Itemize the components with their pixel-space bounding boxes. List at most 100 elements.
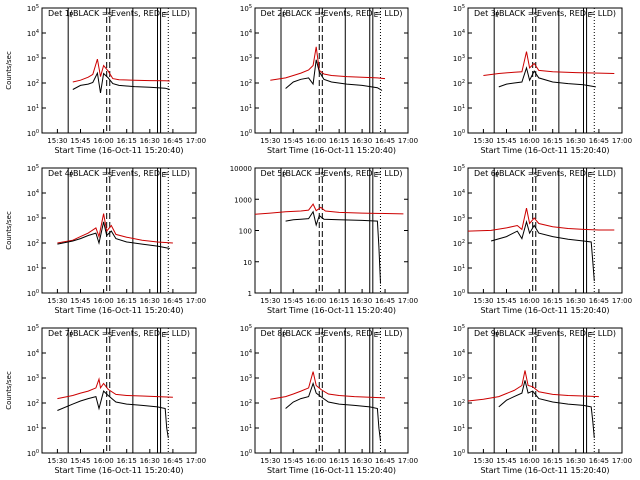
chart-6-series-2 [490,220,595,282]
chart-9-ytick-label-4: 103 [453,374,465,383]
chart-2-title: Det 2(BLACK = Events, RED = LLD) [261,9,403,18]
chart-3-ytick-label-2: 101 [453,104,465,113]
chart-3-frame [467,7,623,134]
chart-8-xtick-label-2: 15:45 [283,457,303,465]
chart-3-xtick-label-4: 16:15 [543,137,563,145]
chart-4-marker-3: E [162,171,166,179]
chart-4-marker-1: P [69,171,73,179]
chart-3-ytick-label-1: 100 [453,129,465,138]
chart-1-xtick-label-5: 16:30 [140,137,160,145]
chart-2-panel: P S E 100 101 102 103 104 105 15:30 15:45 16:00 16:1… [240,4,418,155]
chart-7-xtick-label-5: 16:30 [140,457,160,465]
chart-4-xtick-label-4: 16:15 [117,297,137,305]
chart-3-series-2 [498,66,596,88]
chart-1-xtick-label-6: 16:45 [163,137,183,145]
chart-2-ytick-label-1: 100 [240,129,252,138]
chart-4-series-1 [57,213,173,244]
chart-4-xtick-label-7: 17:00 [186,297,206,305]
chart-4-ylabel: Counts/sec [5,211,13,250]
chart-7-xtick-label-6: 16:45 [163,457,183,465]
chart-4-ytick-label-3: 102 [27,239,39,248]
chart-2-ytick-label-4: 103 [240,54,252,63]
chart-4-xtick-label-5: 16:30 [140,297,160,305]
chart-1-xtick-label-3: 16:00 [94,137,114,145]
chart-5-marker-2: S [320,171,325,179]
chart-8-xtick-label-3: 16:00 [306,457,326,465]
chart-6-ytick-label-4: 103 [453,214,465,223]
chart-6-marker-1: P [495,171,499,179]
chart-7-ytick-label-3: 102 [27,399,39,408]
chart-5-ytick-label-3: 100 [239,228,252,236]
chart-1-ylabel: Counts/sec [5,51,13,90]
chart-1-xtick-label-4: 16:15 [117,137,137,145]
chart-5-series-1 [254,203,404,215]
chart-3-xtick-label-6: 16:45 [589,137,609,145]
chart-5-ytick-label-2: 10 [243,259,252,267]
chart-8-panel: P S E 100 101 102 103 104 105 15:30 15:45 16:00 16:1… [240,324,418,475]
chart-3-xtick-label-2: 15:45 [496,137,516,145]
chart-2-xtick-label-5: 16:30 [352,137,372,145]
chart-9-xtick-label-6: 16:45 [589,457,609,465]
chart-4-ytick-label-1: 100 [27,289,39,298]
chart-6-panel: P S E 100 101 102 103 104 105 15:30 15:45 16:00 16:1… [453,164,632,315]
chart-4-xtick-label-3: 16:00 [94,297,114,305]
chart-9-ytick-label-3: 102 [453,399,465,408]
chart-3-xtick-label-1: 15:30 [473,137,493,145]
chart-3-marker-2: S [534,11,539,19]
chart-1-frame [41,7,197,134]
chart-3-ytick-label-4: 103 [453,54,465,63]
chart-7-marker-3: E [162,331,166,339]
chart-5-title: Det 5(BLACK = Events, RED = LLD) [261,169,403,178]
chart-4-xlabel: Start Time (16-Oct-11 15:20:40) [54,306,183,315]
chart-6-xlabel: Start Time (16-Oct-11 15:20:40) [480,306,609,315]
chart-6-marker-2: S [534,171,539,179]
chart-3-xtick-label-7: 17:00 [612,137,632,145]
chart-9-marker-1: P [495,331,499,339]
chart-3-marker-1: P [495,11,499,19]
chart-7-xtick-label-7: 17:00 [186,457,206,465]
chart-7-xlabel: Start Time (16-Oct-11 15:20:40) [54,466,183,475]
chart-4-xtick-label-1: 15:30 [47,297,67,305]
chart-5-xtick-label-6: 16:45 [375,297,395,305]
chart-6-xtick-label-1: 15:30 [473,297,493,305]
chart-6-xtick-label-5: 16:30 [566,297,586,305]
chart-6-xtick-label-2: 15:45 [496,297,516,305]
chart-4-ytick-label-5: 104 [27,189,39,198]
chart-4-title: Det 4(BLACK = Events, RED = LLD) [48,169,190,178]
chart-8-title: Det 8(BLACK = Events, RED = LLD) [261,329,403,338]
chart-6-ytick-label-2: 101 [453,264,465,273]
chart-2-xtick-label-2: 15:45 [283,137,303,145]
chart-1-ytick-label-6: 105 [27,4,39,13]
chart-3-xtick-label-5: 16:30 [566,137,586,145]
chart-6-title: Det 6(BLACK = Events, RED = LLD) [474,169,616,178]
chart-2-xtick-label-1: 15:30 [260,137,280,145]
chart-8-ytick-label-6: 105 [240,324,252,333]
chart-1-ytick-label-3: 102 [27,79,39,88]
chart-8-series-2 [285,381,381,442]
chart-8-xtick-label-4: 16:15 [329,457,349,465]
chart-8-xlabel: Start Time (16-Oct-11 15:20:40) [267,466,396,475]
chart-3-ytick-label-3: 102 [453,79,465,88]
chart-9-xtick-label-3: 16:00 [520,457,540,465]
chart-3-ytick-label-5: 104 [453,29,465,38]
chart-7-xtick-label-2: 15:45 [70,457,90,465]
chart-2-series-2 [285,59,383,91]
chart-3-panel: P S E 100 101 102 103 104 105 15:30 15:45 16:00 16:1… [453,4,632,155]
chart-7-ytick-label-2: 101 [27,424,39,433]
chart-7-ytick-label-1: 100 [27,449,39,458]
chart-4-xtick-label-2: 15:45 [70,297,90,305]
chart-9-series-2 [498,380,595,438]
chart-7-marker-2: S [108,331,113,339]
chart-7-xtick-label-3: 16:00 [94,457,114,465]
chart-1-ytick-label-1: 100 [27,129,39,138]
chart-7-panel: P S E 100 101 102 103 104 105 15:30 15:45 16:00 16:1… [5,324,206,475]
chart-5-ytick-label-1: 1 [248,290,252,298]
chart-8-xtick-label-7: 17:00 [398,457,418,465]
chart-9-xlabel: Start Time (16-Oct-11 15:20:40) [480,466,609,475]
chart-5-xtick-label-3: 16:00 [306,297,326,305]
chart-9-xtick-label-2: 15:45 [496,457,516,465]
chart-6-xtick-label-7: 17:00 [612,297,632,305]
chart-2-xtick-label-6: 16:45 [375,137,395,145]
chart-2-xlabel: Start Time (16-Oct-11 15:20:40) [267,146,396,155]
chart-6-ytick-label-5: 104 [453,189,465,198]
